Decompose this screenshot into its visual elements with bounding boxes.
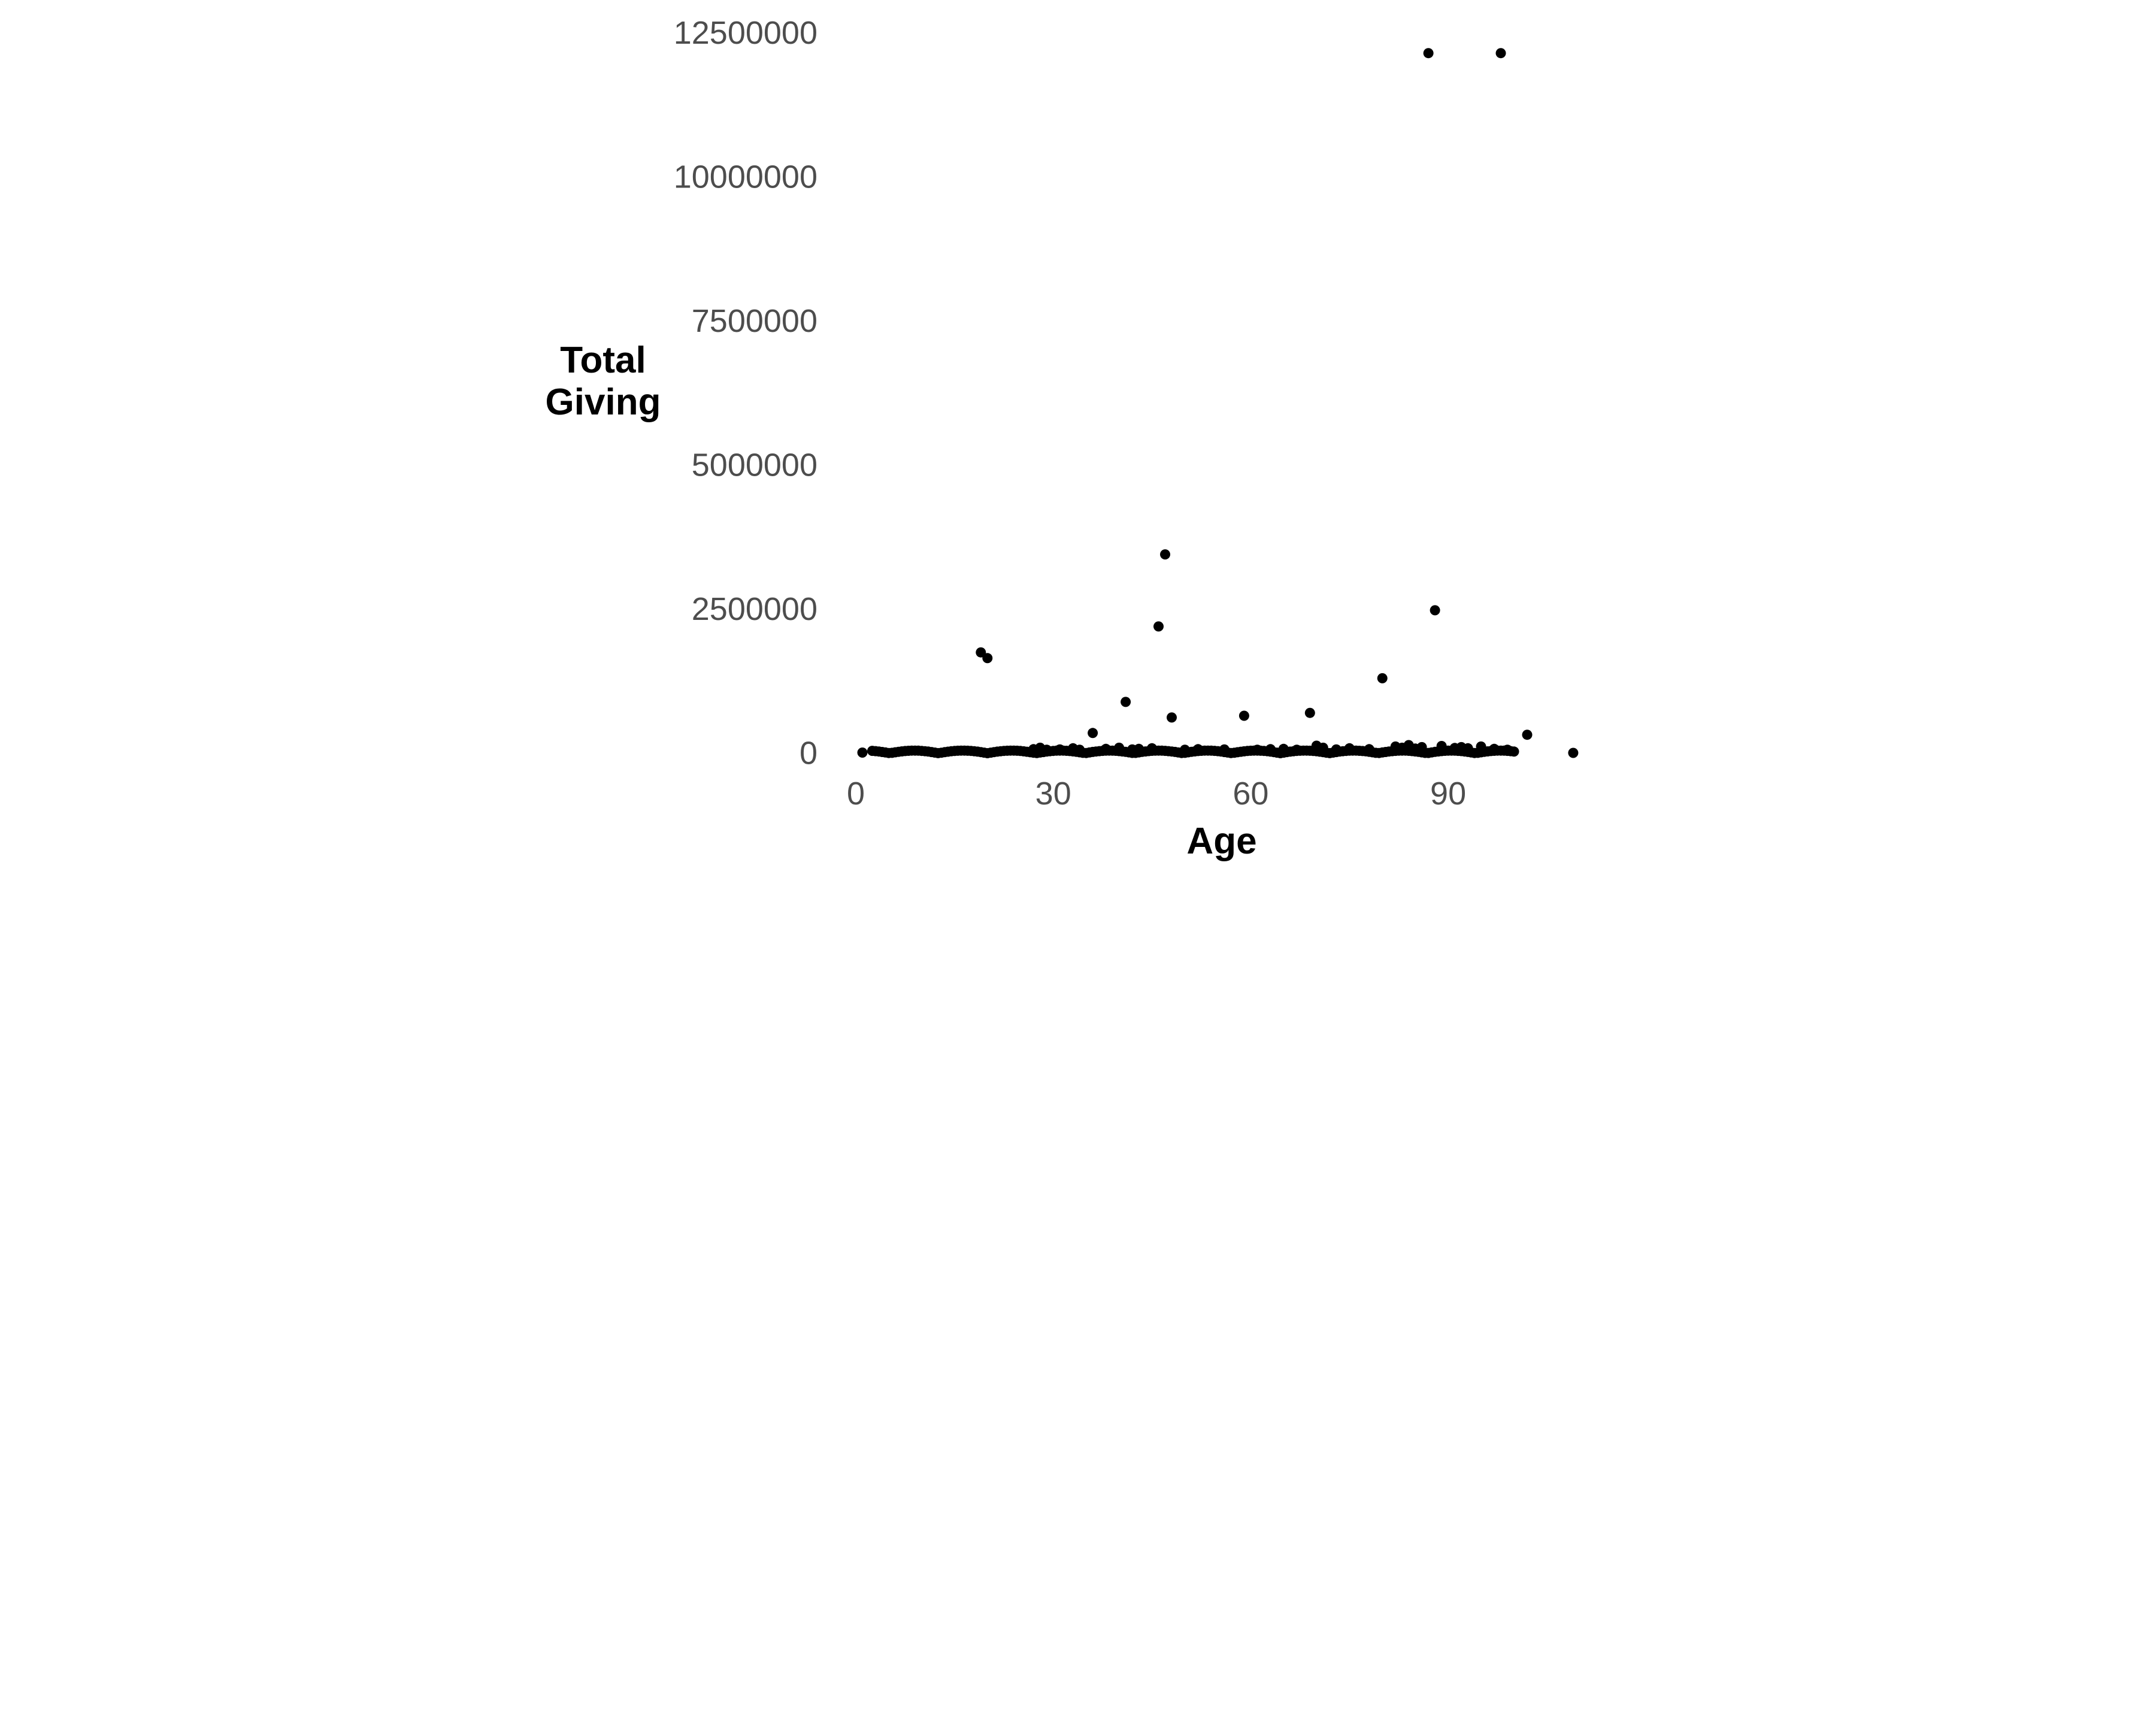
second-row-point	[1265, 744, 1276, 755]
outlier-point	[1153, 621, 1164, 632]
y-axis-tick-labels: 0 2500000 5000000 7500000 10000000 12500000	[674, 15, 817, 771]
outlier-point	[1167, 712, 1177, 723]
outlier-point	[1239, 710, 1249, 721]
outlier-point	[1160, 549, 1170, 560]
outlier-point	[1377, 673, 1388, 683]
x-tick-label-90: 90	[1430, 776, 1466, 812]
outlier-point	[857, 748, 868, 758]
outlier-point	[1423, 48, 1434, 59]
outlier-point	[976, 647, 986, 658]
outlier-point	[1304, 707, 1315, 718]
second-row-point	[1416, 742, 1427, 752]
second-row-point	[1134, 743, 1144, 754]
y-axis-title-line2: Giving	[546, 382, 661, 423]
second-row-point	[1489, 743, 1500, 754]
y-tick-label-0: 0	[800, 736, 817, 771]
second-row-point	[1114, 742, 1125, 753]
x-axis-tick-labels: 0 30 60 90	[847, 776, 1466, 812]
x-tick-label-60: 60	[1233, 776, 1268, 812]
second-row-point	[1476, 741, 1486, 752]
second-row-point	[1193, 744, 1203, 755]
outlier-point	[1522, 730, 1533, 740]
second-row-point	[1074, 745, 1085, 755]
scatter-plot-total-giving-vs-age: 0 2500000 5000000 7500000 10000000 12500000 0…	[539, 0, 1617, 862]
second-row-point	[1252, 745, 1262, 755]
outlier-point	[982, 653, 993, 664]
x-tick-label-30: 30	[1035, 776, 1071, 812]
y-tick-label-5000000: 5000000	[692, 447, 817, 483]
x-axis-title: Age	[1186, 821, 1256, 862]
second-row-point	[1180, 745, 1190, 755]
second-row-point	[1291, 745, 1302, 755]
second-row-point	[1462, 743, 1473, 753]
second-row-point	[1147, 743, 1157, 753]
second-row-point	[1436, 741, 1447, 751]
y-axis-title-line1: Total	[560, 340, 646, 381]
outlier-point	[1088, 728, 1098, 739]
y-tick-label-12500000: 12500000	[674, 15, 817, 51]
second-row-point	[1278, 743, 1289, 754]
y-axis-title: Total Giving	[546, 340, 661, 423]
second-row-point	[1318, 742, 1328, 753]
second-row-point	[1344, 743, 1355, 753]
outlier-point	[1568, 748, 1579, 758]
second-row-point	[1041, 745, 1052, 755]
y-tick-label-2500000: 2500000	[692, 591, 817, 627]
y-tick-label-7500000: 7500000	[692, 303, 817, 339]
outlier-point	[1430, 605, 1440, 616]
second-row-point	[1331, 744, 1342, 755]
x-tick-label-0: 0	[847, 776, 865, 812]
second-row-point	[1364, 744, 1374, 755]
outlier-point	[1495, 48, 1506, 59]
second-row-point	[1055, 744, 1065, 755]
chart-canvas: 0 2500000 5000000 7500000 10000000 12500000 0…	[539, 0, 1617, 862]
outlier-point	[1121, 697, 1131, 707]
second-row-point	[1219, 744, 1230, 755]
second-row-point	[1502, 745, 1513, 755]
y-tick-label-10000000: 10000000	[674, 159, 817, 195]
second-row-point	[1101, 743, 1112, 754]
data-points-group	[857, 48, 1579, 758]
